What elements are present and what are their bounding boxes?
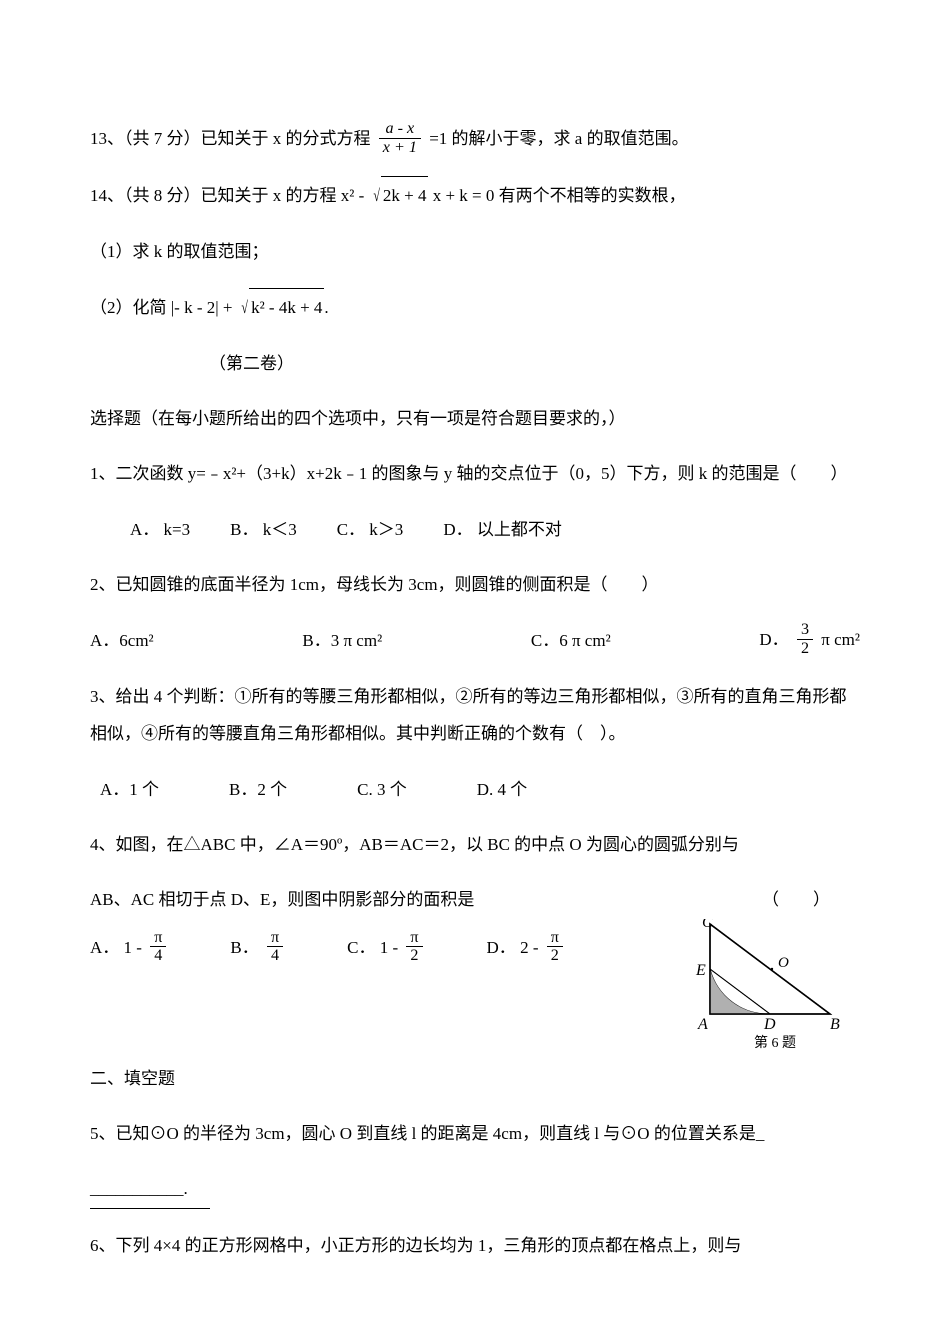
q4-optA: A． 1 - π4 <box>90 929 170 967</box>
q14: 14、（共 8 分）已知关于 x 的方程 x² - √2k + 4 x + k … <box>90 176 860 214</box>
triangle-diagram: C E A D B O <box>690 919 860 1029</box>
q14-sqrt: 2k + 4 <box>381 176 429 214</box>
q4-optC-frac: π2 <box>406 929 422 966</box>
label-E: E <box>695 962 706 979</box>
frac-den: 2 <box>797 640 813 658</box>
frac-num: π <box>406 929 422 948</box>
q2-optC: C．6 π cm² <box>531 622 611 659</box>
frac-den: 2 <box>406 947 422 965</box>
q2-optA: A．6cm² <box>90 622 154 659</box>
q4-optA-main: 1 - <box>124 938 147 957</box>
q4-optB-pre: B． <box>230 938 258 957</box>
q14-expr-pre: x² - <box>341 186 369 205</box>
q3-options: A．1 个 B．2 个 C. 3 个 D. 4 个 <box>90 771 860 808</box>
q4-blank: （ ） <box>762 890 830 909</box>
q5-blank: ___________. <box>90 1170 210 1208</box>
q4-optB-frac: π4 <box>267 929 283 966</box>
q5-blank-row: ___________. <box>90 1170 860 1208</box>
q2-optD: D． 3 2 π cm² <box>759 621 860 659</box>
q1-optA: A． k=3 <box>130 511 190 548</box>
label-D: D <box>763 1016 776 1029</box>
q2-stem: 2、已知圆锥的底面半径为 1cm，母线长为 3cm，则圆锥的侧面积是（ ） <box>90 566 860 603</box>
q14-sub2: （2）化简 |- k - 2| + √k² - 4k + 4. <box>90 288 860 326</box>
q1-optB: B． k＜3 <box>230 511 297 548</box>
q13-fraction: a - x x + 1 <box>379 120 421 157</box>
q4-figure: （ ） C E A D B O 第 6 题 <box>690 881 860 1059</box>
q4-stem1: 4、如图，在△ABC 中，∠A＝90º，AB＝AC＝2，以 BC 的中点 O 为… <box>90 826 860 863</box>
q4-optD-frac: π2 <box>547 929 563 966</box>
q13-label: 13、（共 7 分）已知关于 x 的分式方程 <box>90 129 371 148</box>
q2-optB: B．3 π cm² <box>302 622 382 659</box>
q3-optD: D. 4 个 <box>477 771 528 808</box>
q13-tail: =1 的解小于零，求 a 的取值范围。 <box>429 129 688 148</box>
q5-stem: 5、已知⊙O 的半径为 3cm，圆心 O 到直线 l 的距离是 4cm，则直线 … <box>90 1124 764 1143</box>
q4-optC-pre: C． <box>347 938 375 957</box>
q4-optB: B． π4 <box>230 929 287 967</box>
mc-intro: 选择题（在每小题所给出的四个选项中，只有一项是符合题目要求的，） <box>90 400 860 437</box>
q1-optD: D． 以上都不对 <box>443 511 562 548</box>
section2-title: （第二卷） <box>90 345 860 382</box>
q4-optD-main: 2 - <box>520 938 543 957</box>
frac-num: π <box>267 929 283 948</box>
q14-expr-post: x + k = 0 <box>428 186 494 205</box>
q14-sub1: （1）求 k 的取值范围； <box>90 233 860 270</box>
frac-num: 3 <box>797 621 813 640</box>
q5: 5、已知⊙O 的半径为 3cm，圆心 O 到直线 l 的距离是 4cm，则直线 … <box>90 1115 860 1152</box>
q2-optD-frac: 3 2 <box>797 621 813 658</box>
q13: 13、（共 7 分）已知关于 x 的分式方程 a - x x + 1 =1 的解… <box>90 120 860 158</box>
q4-stem2: AB、AC 相切于点 D、E，则图中阴影部分的面积是 <box>90 881 474 918</box>
q4-optD: D． 2 - π2 <box>487 929 567 967</box>
q1-options: A． k=3 B． k＜3 C． k＞3 D． 以上都不对 <box>130 511 860 548</box>
q4-optA-pre: A． <box>90 938 119 957</box>
frac-den: 2 <box>547 947 563 965</box>
q14-sub2-post: . <box>324 298 328 317</box>
label-O: O <box>778 955 789 971</box>
q4-optA-frac: π4 <box>150 929 166 966</box>
sqrt-icon: √k² - 4k + 4 <box>240 288 325 326</box>
q3-optC: C. 3 个 <box>357 771 407 808</box>
q3-stem: 3、给出 4 个判断：①所有的等腰三角形都相似，②所有的等边三角形都相似，③所有… <box>90 678 860 753</box>
q14-tail: 有两个不相等的实数根， <box>499 186 686 205</box>
fill-header: 二、填空题 <box>90 1060 860 1097</box>
q6-stem: 6、下列 4×4 的正方形网格中，小正方形的边长均为 1，三角形的顶点都在格点上… <box>90 1227 860 1264</box>
q2-optD-pre: D． <box>759 630 788 649</box>
q4-optC: C． 1 - π2 <box>347 929 426 967</box>
q14-label: 14、（共 8 分）已知关于 x 的方程 <box>90 186 337 205</box>
q3-optB: B．2 个 <box>229 771 287 808</box>
q4-optD-pre: D． <box>487 938 516 957</box>
q1-stem: 1、二次函数 y=﹣x²+（3+k）x+2k﹣1 的图象与 y 轴的交点位于（0… <box>90 455 860 492</box>
q2-options: A．6cm² B．3 π cm² C．6 π cm² D． 3 2 π cm² <box>90 621 860 659</box>
q14-sub2-abs: |- k - 2| + <box>171 298 237 317</box>
q4-optC-main: 1 - <box>380 938 403 957</box>
q3-optA: A．1 个 <box>100 771 159 808</box>
q4-row: AB、AC 相切于点 D、E，则图中阴影部分的面积是 A． 1 - π4 B． … <box>90 881 860 1059</box>
frac-den: 4 <box>150 947 166 965</box>
sqrt-icon: √2k + 4 <box>372 176 429 214</box>
frac-num: π <box>547 929 563 948</box>
frac-num: π <box>150 929 166 948</box>
q1-optC: C． k＞3 <box>337 511 404 548</box>
frac-den: x + 1 <box>379 139 421 157</box>
frac-den: 4 <box>267 947 283 965</box>
q14-sub2-pre: （2）化简 <box>90 298 167 317</box>
q2-optD-post: π cm² <box>821 630 860 649</box>
q4-caption: 第 6 题 <box>690 1029 860 1060</box>
label-B: B <box>830 1016 840 1029</box>
q14-sub2-sqrt: k² - 4k + 4 <box>249 288 324 326</box>
label-A: A <box>697 1016 708 1029</box>
frac-num: a - x <box>379 120 421 139</box>
label-C: C <box>702 919 713 931</box>
